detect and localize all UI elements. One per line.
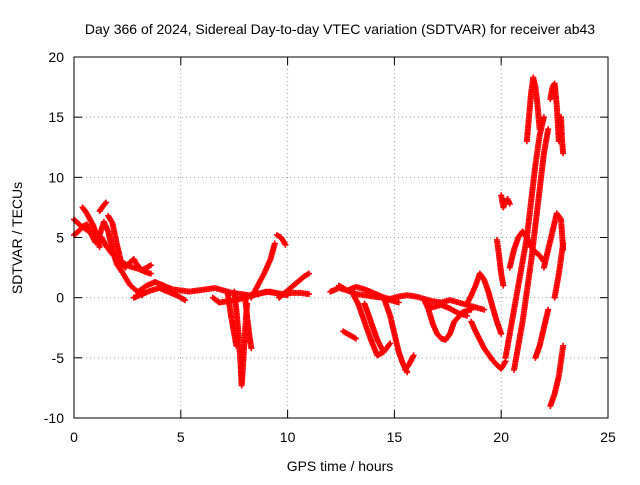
data-point xyxy=(498,330,505,337)
chart-title: Day 366 of 2024, Sidereal Day-to-day VTE… xyxy=(85,21,595,37)
data-point xyxy=(305,270,312,277)
series-s23 xyxy=(423,300,471,319)
x-tick-label: 10 xyxy=(280,429,296,445)
data-point xyxy=(481,306,488,313)
series-s7 xyxy=(130,285,189,304)
y-tick-label: 15 xyxy=(48,109,64,125)
data-point xyxy=(182,297,189,304)
data-point xyxy=(103,199,110,206)
data-point xyxy=(147,270,154,277)
series-s24 xyxy=(464,270,505,337)
y-tick-label: -5 xyxy=(52,350,65,366)
data-point xyxy=(540,114,547,121)
data-point xyxy=(380,348,387,355)
series-s5 xyxy=(105,212,154,273)
data-point xyxy=(305,291,312,298)
data-point xyxy=(468,306,475,313)
x-tick-label: 5 xyxy=(177,429,185,445)
series-s27 xyxy=(498,192,513,211)
series-s26 xyxy=(493,236,507,289)
series-s2 xyxy=(71,218,146,299)
series-s21 xyxy=(402,352,417,373)
data-point xyxy=(545,306,552,313)
data-point xyxy=(560,342,567,349)
data-point xyxy=(233,342,240,349)
data-point xyxy=(248,345,255,352)
data-points xyxy=(71,74,567,409)
data-point xyxy=(545,126,552,133)
series-s16 xyxy=(335,282,402,306)
series-s30 xyxy=(523,74,543,145)
data-point xyxy=(506,200,513,207)
series-s12 xyxy=(248,240,278,301)
data-point xyxy=(560,150,567,157)
x-tick-label: 25 xyxy=(600,429,616,445)
series-s13 xyxy=(273,232,289,248)
data-point xyxy=(395,299,402,306)
series-s14 xyxy=(276,270,312,301)
data-point xyxy=(271,240,278,247)
series-s11 xyxy=(241,292,255,352)
series-s10 xyxy=(224,291,240,349)
series-s20 xyxy=(380,294,411,376)
series-s9 xyxy=(231,288,251,389)
series-s17 xyxy=(340,328,359,342)
series-s37 xyxy=(551,240,567,301)
axis-ticks xyxy=(73,56,609,419)
data-point xyxy=(147,262,154,269)
series-s3 xyxy=(79,204,103,251)
y-tick-label: -10 xyxy=(44,410,64,426)
data-point xyxy=(282,241,289,248)
series-s18 xyxy=(348,288,394,359)
data-point xyxy=(410,352,417,359)
data-point xyxy=(560,240,567,247)
x-axis-label: GPS time / hours xyxy=(287,458,394,474)
y-axis-label: SDTVAR / TECUs xyxy=(9,182,25,294)
data-point xyxy=(536,126,543,133)
x-tick-label: 15 xyxy=(387,429,403,445)
series-s33 xyxy=(506,228,547,271)
series-s36 xyxy=(532,306,552,361)
series-s4 xyxy=(96,199,110,215)
series-s25 xyxy=(468,318,509,372)
data-point xyxy=(500,282,507,289)
y-tick-label: 0 xyxy=(56,290,64,306)
y-tick-label: 5 xyxy=(56,230,64,246)
x-tick-label: 0 xyxy=(70,429,78,445)
series-s35 xyxy=(547,342,567,409)
series-s19 xyxy=(361,300,387,355)
data-point xyxy=(464,312,471,319)
x-tick-label: 20 xyxy=(493,429,509,445)
y-tick-label: 20 xyxy=(48,49,64,65)
series-s32 xyxy=(558,114,567,157)
data-point xyxy=(96,244,103,251)
data-point xyxy=(387,340,394,347)
y-tick-label: 10 xyxy=(48,169,64,185)
data-point xyxy=(352,335,359,342)
